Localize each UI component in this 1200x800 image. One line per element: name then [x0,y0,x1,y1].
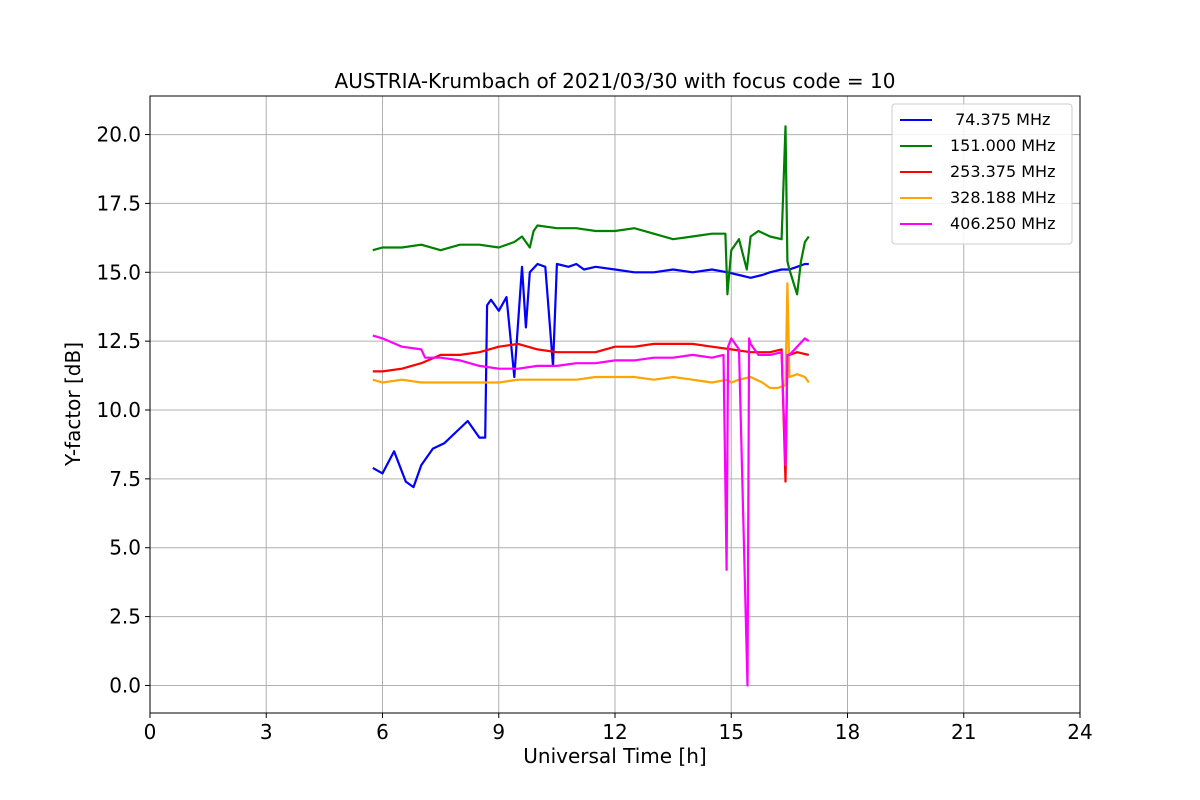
x-tick-label: 6 [376,720,389,744]
x-tick-label: 9 [492,720,505,744]
x-tick-label: 21 [951,720,976,744]
y-tick-label: 15.0 [96,260,141,284]
y-tick-label: 10.0 [96,398,141,422]
x-tick-label: 12 [602,720,627,744]
legend-label: 406.250 MHz [950,214,1055,233]
x-tick-label: 24 [1067,720,1092,744]
y-tick-label: 17.5 [96,191,141,215]
x-axis-label: Universal Time [h] [523,744,706,768]
legend-label: 74.375 MHz [950,110,1050,129]
y-tick-label: 7.5 [109,467,141,491]
legend-label: 253.375 MHz [950,162,1055,181]
legend-label: 151.000 MHz [950,136,1055,155]
y-tick-label: 20.0 [96,123,141,147]
x-tick-label: 3 [260,720,273,744]
plot-lines [372,125,810,687]
grid-lines [149,96,1081,713]
y-tick-label: 12.5 [96,329,141,353]
x-tick-label: 0 [144,720,157,744]
y-tick-label: 2.5 [109,605,141,629]
chart-title: AUSTRIA-Krumbach of 2021/03/30 with focu… [335,69,896,93]
x-tick-label: 15 [719,720,744,744]
series-line-3 [372,282,810,390]
legend-box [891,103,1073,245]
series-line-1 [372,125,810,296]
y-axis: 0.0 2.5 5.0 7.5 10.0 12.5 15.0 17.5 20.0 [96,123,150,697]
series-line-2 [372,342,810,483]
series-line-0 [372,262,809,489]
x-axis: 0 3 6 9 12 15 18 21 24 [144,713,1093,744]
y-axis-label: Y-factor [dB] [61,342,85,467]
series-line-4 [372,334,810,687]
legend: 74.375 MHz 151.000 MHz 253.375 MHz 328.188 … [891,103,1073,245]
y-tick-label: 5.0 [109,536,141,560]
y-tick-label: 0.0 [109,673,141,697]
x-tick-label: 18 [835,720,860,744]
legend-label: 328.188 MHz [950,188,1055,207]
